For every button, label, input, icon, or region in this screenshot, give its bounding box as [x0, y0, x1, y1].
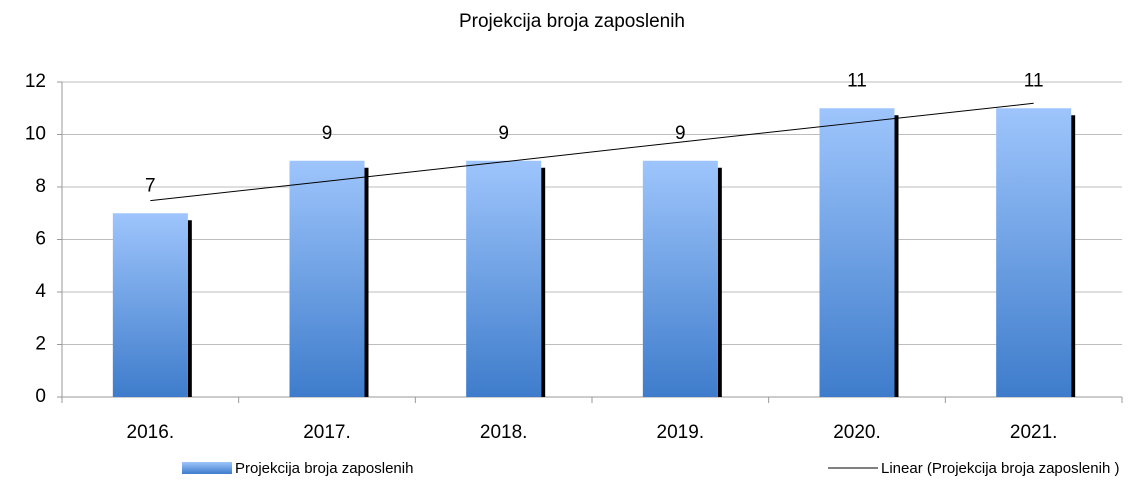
y-tick-label: 0 [35, 386, 46, 407]
x-tick-label: 2019. [657, 422, 705, 443]
y-tick-label: 6 [35, 229, 46, 250]
bar-shadow [1071, 115, 1076, 397]
x-tick-label: 2016. [127, 422, 175, 443]
y-tick-label: 12 [25, 71, 46, 92]
bar [466, 160, 542, 397]
bar-shadow [541, 167, 546, 397]
y-tick-label: 8 [35, 176, 46, 197]
x-tick-label: 2021. [1010, 422, 1058, 443]
legend-swatch [182, 462, 232, 474]
bar [289, 160, 365, 397]
bar-shadow [894, 115, 899, 397]
bar [642, 160, 718, 397]
chart-title: Projekcija broja zaposlenih [459, 11, 685, 32]
data-label: 7 [145, 175, 156, 196]
y-tick-label: 2 [35, 334, 46, 355]
bar [819, 108, 895, 397]
data-label: 9 [498, 123, 509, 144]
x-tick-label: 2017. [303, 422, 351, 443]
bar-shadow [187, 220, 192, 397]
data-label: 11 [847, 70, 867, 91]
data-label: 11 [1024, 70, 1044, 91]
bar-shadow [364, 167, 369, 397]
data-label: 9 [322, 123, 333, 144]
bar [996, 108, 1072, 397]
data-label: 9 [675, 123, 686, 144]
bar [112, 213, 188, 397]
y-tick-label: 4 [35, 281, 46, 302]
legend-label: Projekcija broja zaposlenih [235, 460, 413, 477]
y-tick-label: 10 [25, 124, 46, 145]
bar-shadow [717, 167, 722, 397]
x-tick-label: 2020. [833, 422, 881, 443]
trend-line [150, 102, 1034, 202]
x-tick-label: 2018. [480, 422, 528, 443]
legend-label: Linear (Projekcija broja zaposlenih ) [881, 460, 1119, 477]
